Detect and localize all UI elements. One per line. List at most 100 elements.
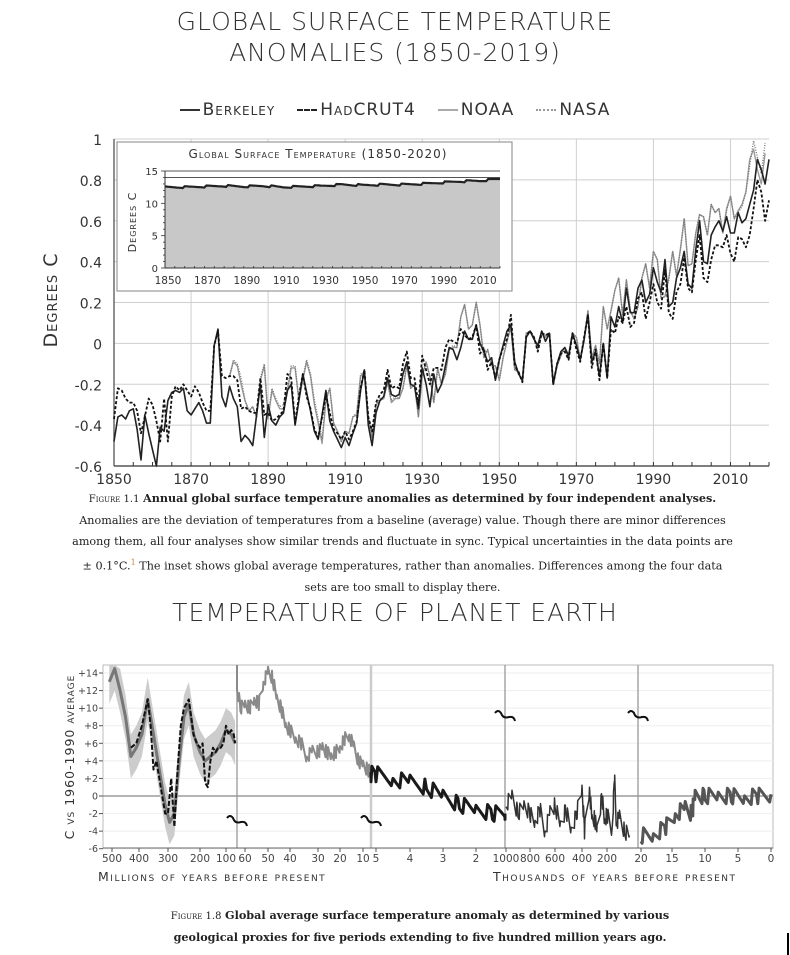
footnote-link[interactable]: 1 <box>130 558 136 567</box>
y-tick-label: +10 <box>78 704 98 715</box>
x-tick-label: 10 <box>356 853 369 865</box>
x-tick-label: 20 <box>634 853 647 865</box>
inset-x-tick-label: 1990 <box>431 275 458 287</box>
inset-x-tick-label: 1970 <box>391 275 418 287</box>
x-tick-label: 1970 <box>559 472 595 488</box>
y-tick-label: 0 <box>93 337 102 353</box>
paleo-series-line <box>639 786 773 845</box>
x-tick-label: 40 <box>283 853 296 865</box>
y-tick-label: +4 <box>84 756 98 767</box>
scale-break-icon <box>226 815 248 827</box>
legend-item-hadcrut4: HadCRUT4 <box>297 100 416 120</box>
text-cursor <box>787 933 789 955</box>
x-tick-label: 100 <box>216 853 236 865</box>
x-tick-label: 5 <box>373 853 380 865</box>
x-tick-label: 1990 <box>636 472 672 488</box>
inset-y-tick-label: 5 <box>152 232 158 243</box>
y-tick-label: -0.6 <box>75 460 102 476</box>
x-tick-label: 2 <box>473 853 480 865</box>
x-tick-label: 800 <box>520 853 540 865</box>
x-tick-label: 1000 <box>493 853 520 865</box>
paleo-series-line <box>369 764 507 823</box>
legend-item-noaa: NOAA <box>437 100 515 120</box>
x-tick-label: 200 <box>597 853 617 865</box>
scale-break-icon <box>627 710 649 722</box>
x-tick-label: 1910 <box>327 472 363 488</box>
legend-label: NASA <box>559 100 611 120</box>
y-tick-label: 0.8 <box>80 174 102 190</box>
y-tick-label: -0.2 <box>75 378 102 394</box>
series-group <box>107 664 773 845</box>
y-tick-label: 0.4 <box>80 256 102 272</box>
series-line-hadcrut4 <box>113 178 770 443</box>
x-tick-label: 1870 <box>173 472 209 488</box>
x-tick-label: 5 <box>735 853 742 865</box>
x-tick-label: 1850 <box>96 472 132 488</box>
y-tick-label: 0.2 <box>80 297 102 313</box>
x-tick-label: 1890 <box>250 472 286 488</box>
x-tick-label: 200 <box>190 853 210 865</box>
legend-item-berkeley: Berkeley <box>179 100 276 120</box>
caption-label: Figure 1.1 <box>88 494 140 505</box>
figure1-title-line1: GLOBAL SURFACE TEMPERATURE <box>176 7 614 36</box>
y-tick-label: +12 <box>78 686 98 697</box>
inset-area <box>165 179 500 268</box>
y-tick-label: 1 <box>93 133 102 149</box>
x-tick-label: 30 <box>311 853 324 865</box>
series-line-berkeley <box>113 158 770 467</box>
y-tick-label: +8 <box>84 721 98 732</box>
y-tick-label: -0.4 <box>75 419 102 435</box>
y-axis-label: Degrees C <box>40 253 62 348</box>
y-tick-label: +2 <box>84 774 98 785</box>
caption-bold: Global average surface temperature anoma… <box>173 908 670 944</box>
inset-series-line <box>164 177 500 190</box>
caption-text: Anomalies are the deviation of temperatu… <box>72 514 733 573</box>
paleo-series-line <box>505 774 631 841</box>
figure2-caption: Figure 1.8 Global average surface temper… <box>140 905 700 948</box>
x-tick-label: 3 <box>440 853 447 865</box>
paleo-series-line <box>130 698 237 828</box>
inset-x-tick-label: 1850 <box>155 275 182 287</box>
x-tick-label: 1950 <box>481 472 517 488</box>
inset-x-tick-label: 1930 <box>312 275 339 287</box>
inset-x-tick-label: 2010 <box>470 275 497 287</box>
inset-x-tick-label: 1950 <box>352 275 379 287</box>
figure2-title: TEMPERATURE OF PLANET EARTH <box>172 598 618 627</box>
x-axis-label-right: Thousands of years before present <box>492 869 737 884</box>
inset-y-label: Degrees C <box>126 192 139 253</box>
figure1-caption: Figure 1.1 Annual global surface tempera… <box>70 488 735 598</box>
inset-x-tick-label: 1870 <box>194 275 221 287</box>
series-group <box>113 140 770 467</box>
x-axis-label-left: Millions of years before present <box>98 869 326 884</box>
x-tick-label: 1930 <box>404 472 440 488</box>
legend-swatch-dashed <box>297 109 318 111</box>
legend-swatch-gray <box>437 109 458 111</box>
legend-swatch-solid <box>179 109 200 111</box>
x-tick-label: 600 <box>545 853 565 865</box>
inset-title: Global Surface Temperature (1850-2020) <box>189 147 448 161</box>
y-tick-label: +6 <box>84 739 98 750</box>
y-tick-label: -4 <box>89 827 98 838</box>
legend-label: NOAA <box>460 100 515 120</box>
anomaly-chart: -0.6 -0.4 -0.2 0 0.2 0.4 0.6 0.8 1 1850 1870 1890 19… <box>40 133 770 488</box>
x-tick-label: 20 <box>333 853 346 865</box>
x-tick-label: 50 <box>261 853 274 865</box>
x-tick-label: 15 <box>665 853 678 865</box>
y-tick-label: -2 <box>89 809 98 820</box>
inset-y-tick-label: 0 <box>152 264 158 275</box>
paleo-series-line <box>236 664 372 778</box>
x-tick-label: 400 <box>129 853 149 865</box>
x-tick-label: 10 <box>698 853 711 865</box>
inset-x-tick-label: 1890 <box>233 275 260 287</box>
legend-item-nasa: NASA <box>536 100 610 120</box>
caption-label: Figure 1.8 <box>170 911 222 922</box>
x-tick-label: 60 <box>238 853 251 865</box>
axes: -0.6 -0.4 -0.2 0 0.2 0.4 0.6 0.8 1 1850 1870 1890 19… <box>75 133 770 488</box>
caption-text2: The inset shows global average temperatu… <box>135 559 723 594</box>
y-axis-label: C vs 1960-1990 average <box>62 675 77 840</box>
legend-label: HadCRUT4 <box>320 100 416 120</box>
chart-legend: Berkeley HadCRUT4 NOAA NASA <box>0 100 790 120</box>
x-tick-label: 400 <box>572 853 592 865</box>
y-tick-label: -6 <box>89 844 98 855</box>
